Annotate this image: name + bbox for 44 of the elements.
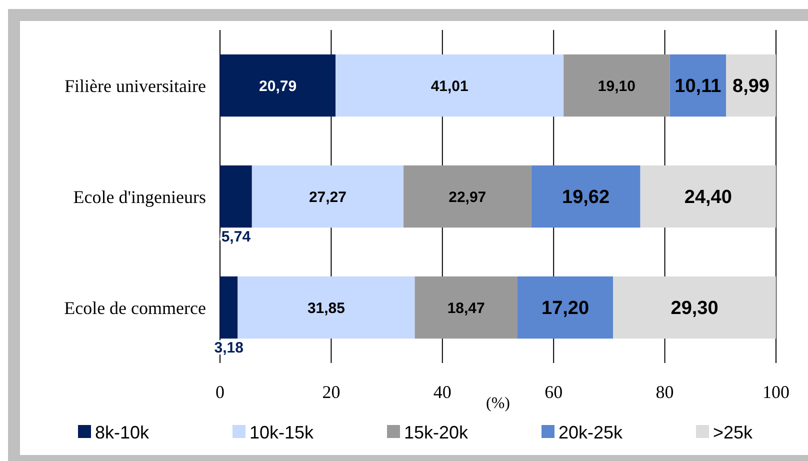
bar xyxy=(517,276,614,339)
data-label: 27,27 xyxy=(308,188,346,206)
x-axis-title: (%) xyxy=(486,395,510,412)
bar xyxy=(531,165,640,228)
bar xyxy=(613,276,776,339)
bar xyxy=(670,54,726,117)
bar xyxy=(220,276,238,339)
data-label: 19,10 xyxy=(598,78,636,95)
bar xyxy=(404,165,532,228)
x-tick-label: 80 xyxy=(656,382,674,402)
data-label: 10,11 xyxy=(674,76,722,98)
x-tick-label: 60 xyxy=(544,382,563,402)
x-tick-label: 40 xyxy=(433,382,452,402)
data-label: 5,74 xyxy=(221,228,252,246)
legend-label: >25k xyxy=(713,422,754,442)
data-label: 22,97 xyxy=(448,188,486,206)
x-tick-label: 100 xyxy=(762,382,790,402)
legend-label: 15k-20k xyxy=(404,422,470,442)
data-label: 24,40 xyxy=(684,187,732,208)
x-tick-label: 20 xyxy=(322,382,340,402)
data-label: 29,30 xyxy=(670,298,718,320)
bar xyxy=(564,54,670,117)
legend-label: 8k-10k xyxy=(95,422,150,442)
data-label: 20,79 xyxy=(259,78,297,95)
bar xyxy=(220,54,336,117)
y-tick-label: Filière universitaire xyxy=(64,76,206,96)
x-tick-label: 0 xyxy=(216,382,224,402)
bar xyxy=(336,54,564,117)
bar xyxy=(220,165,252,228)
bar xyxy=(414,276,518,339)
data-label: 41,01 xyxy=(430,78,468,95)
data-label: 17,20 xyxy=(542,298,590,320)
bar xyxy=(640,165,776,228)
bar xyxy=(238,276,415,339)
bar xyxy=(252,165,404,228)
y-tick-label: Ecole d'ingenieurs xyxy=(73,186,206,207)
data-label: 8,99 xyxy=(732,76,770,98)
legend-label: 10k-15k xyxy=(250,422,315,442)
bar xyxy=(726,54,776,117)
data-label: 31,85 xyxy=(307,300,345,317)
data-label: 19,62 xyxy=(562,187,610,208)
legend-label: 20k-25k xyxy=(558,422,624,442)
data-label: 18,47 xyxy=(447,300,485,317)
y-tick-label: Ecole de commerce xyxy=(64,298,206,318)
